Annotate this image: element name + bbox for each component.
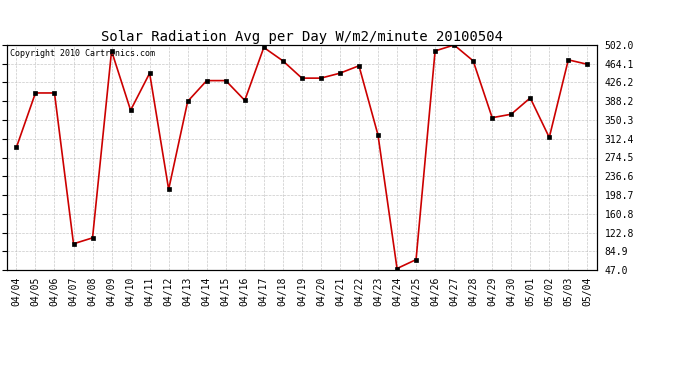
Title: Solar Radiation Avg per Day W/m2/minute 20100504: Solar Radiation Avg per Day W/m2/minute …: [101, 30, 503, 44]
Text: Copyright 2010 Cartronics.com: Copyright 2010 Cartronics.com: [10, 50, 155, 58]
